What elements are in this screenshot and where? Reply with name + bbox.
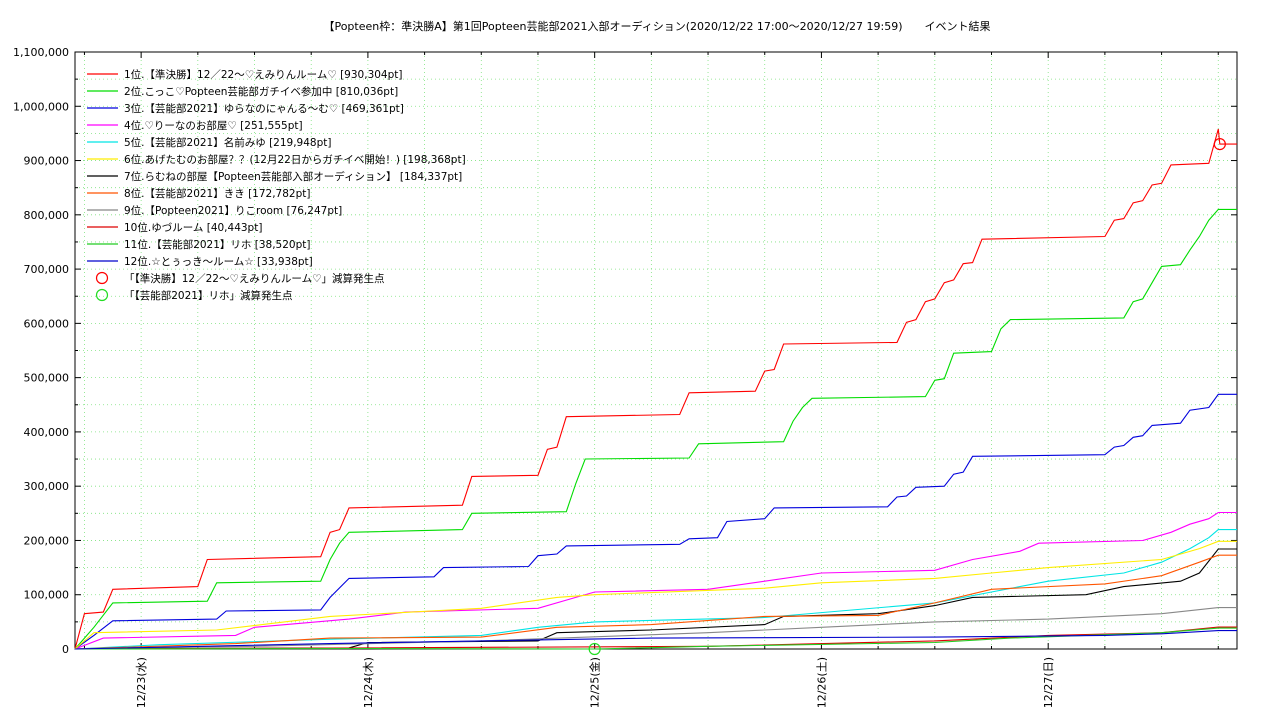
y-tick-label: 600,000 — [24, 317, 70, 330]
series-line-12 — [74, 630, 1237, 650]
chart-title: 【Popteen枠：準決勝A】第1回Popteen芸能部2021入部オーディショ… — [323, 19, 990, 33]
series-line-2 — [74, 208, 1237, 650]
legend-entry-12: 12位.☆とぅっき〜ルーム☆ [33,938pt] — [124, 255, 313, 268]
legend-entry-1: 1位.【準決勝】12／22〜♡えみりんルーム♡ [930,304pt] — [124, 68, 402, 81]
y-tick-label: 400,000 — [24, 426, 70, 439]
y-tick-label: 0 — [62, 643, 69, 656]
legend: 1位.【準決勝】12／22〜♡えみりんルーム♡ [930,304pt] 2位.こっ… — [87, 68, 466, 302]
legend-marker-swatch-2 — [95, 288, 109, 302]
deduction-marker-2 — [588, 642, 601, 656]
series-line-8 — [74, 554, 1237, 650]
series-line-9 — [74, 607, 1237, 650]
grid — [75, 52, 1237, 649]
markers — [588, 137, 1226, 656]
series-line-1 — [74, 128, 1237, 650]
x-tick-label: 12/26(土) — [815, 657, 828, 708]
series-line-10 — [74, 626, 1237, 650]
legend-entry-5: 5位.【芸能部2021】名前みゆ [219,948pt] — [124, 136, 331, 149]
y-tick-label: 900,000 — [24, 155, 70, 168]
x-tick-label: 12/25(金) — [588, 657, 602, 708]
y-tick-label: 500,000 — [24, 372, 70, 385]
y-tick-label: 1,000,000 — [13, 100, 69, 113]
series-line-6 — [74, 540, 1237, 650]
y-tick-label: 100,000 — [24, 589, 70, 602]
y-tick-label: 800,000 — [24, 209, 70, 222]
legend-entry-3: 3位.【芸能部2021】ゆらなのにゃんる〜む♡ [469,361pt] — [124, 102, 404, 115]
series-line-11 — [74, 627, 1237, 650]
series-line-7 — [74, 548, 1237, 650]
y-tick-label: 200,000 — [24, 534, 70, 547]
y-tick-label: 700,000 — [24, 263, 70, 276]
x-tick-label: 12/23(水) — [135, 657, 148, 708]
legend-marker-entry-2: 「【芸能部2021】リホ」減算発生点 — [124, 289, 292, 302]
legend-entry-6: 6位.あげたむのお部屋？？(12月22日からガチイベ開始！) [198,368p… — [124, 153, 466, 166]
y-tick-label: 300,000 — [24, 480, 70, 493]
legend-entry-7: 7位.らむねの部屋【Popteen芸能部入部オーディション】 [184,337p… — [124, 170, 462, 183]
legend-marker-swatch-1 — [95, 271, 109, 285]
legend-entry-11: 11位.【芸能部2021】リホ [38,520pt] — [124, 238, 310, 251]
series-line-4 — [74, 511, 1237, 650]
legend-entry-2: 2位.こっこ♡Popteen芸能部ガチイベ参加中 [810,036pt] — [124, 85, 398, 98]
series-lines — [74, 128, 1237, 650]
legend-entry-9: 9位.【Popteen2021】りこroom [76,247pt] — [124, 204, 342, 217]
axes: 0 100,000 200,000 300,000 400,000 500,000 600,… — [13, 46, 1238, 708]
series-line-3 — [74, 393, 1237, 650]
x-tick-label: 12/27(日) — [1042, 657, 1055, 708]
legend-entry-10: 10位.ゆづルーム [40,443pt] — [124, 221, 262, 234]
x-tick-label: 12/24(木) — [362, 657, 375, 708]
deduction-marker-1 — [1213, 137, 1226, 151]
y-tick-label: 1,100,000 — [13, 46, 69, 59]
legend-marker-entry-1: 「【準決勝】12／22〜♡えみりんルーム♡」減算発生点 — [124, 272, 384, 285]
legend-entry-8: 8位.【芸能部2021】きき [172,782pt] — [124, 187, 310, 200]
series-line-5 — [74, 529, 1237, 650]
legend-entry-4: 4位.♡りーなのお部屋♡ [251,555pt] — [124, 119, 303, 132]
